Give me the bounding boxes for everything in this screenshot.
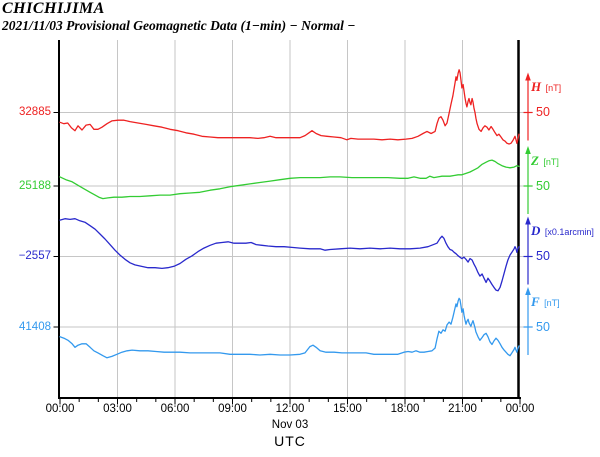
h-channel-unit: [nT] bbox=[545, 83, 562, 93]
h-channel-letter: H bbox=[531, 79, 542, 94]
h-scale-value: 50 bbox=[536, 105, 550, 119]
trace-D bbox=[59, 218, 520, 292]
f-channel-label: F [nT] bbox=[531, 294, 560, 310]
trace-Z bbox=[59, 159, 520, 200]
d-scale-value: 50 bbox=[536, 249, 550, 263]
station-name: CHICHIJIMA bbox=[2, 0, 105, 17]
z-baseline-value: 25188 bbox=[19, 180, 51, 192]
scale-arrowhead-D bbox=[525, 216, 531, 225]
z-channel-label: Z [nT] bbox=[531, 153, 559, 169]
f-channel-unit: [nT] bbox=[544, 298, 560, 308]
z-scale-value: 50 bbox=[536, 179, 550, 193]
scale-arrowhead-F bbox=[525, 287, 531, 295]
x-tick-label-2100: 21:00 bbox=[448, 403, 477, 415]
x-axis-date-label: Nov 03 bbox=[271, 419, 309, 431]
h-baseline-value: 32885 bbox=[19, 106, 51, 118]
plot-subtitle: 2021/11/03 Provisional Geomagnetic Data … bbox=[2, 18, 356, 33]
x-tick-label-1800: 18:00 bbox=[390, 403, 420, 415]
x-tick-label-0900: 09:00 bbox=[218, 403, 247, 415]
d-channel-letter: D bbox=[531, 223, 541, 238]
f-baseline-value: 41408 bbox=[19, 321, 51, 333]
x-tick-label-0600: 06:00 bbox=[160, 403, 190, 415]
x-tick-label-0300: 03:00 bbox=[103, 403, 132, 415]
x-tick-label-1200: 12:00 bbox=[275, 403, 305, 415]
z-channel-letter: Z bbox=[531, 153, 539, 168]
x-tick-label-1500: 15:00 bbox=[333, 403, 362, 415]
trace-F bbox=[59, 297, 520, 359]
scale-arrowhead-Z bbox=[525, 146, 531, 154]
x-tick-label-0000b: 00:00 bbox=[505, 403, 535, 415]
x-tick-label-0000a: 00:00 bbox=[45, 403, 75, 415]
f-scale-value: 50 bbox=[536, 320, 550, 334]
trace-H bbox=[59, 69, 520, 145]
d-baseline-value: −2557 bbox=[18, 250, 51, 262]
h-channel-label: H [nT] bbox=[531, 79, 561, 95]
d-channel-unit: [x0.1arcmin] bbox=[544, 227, 594, 237]
x-axis-title: UTC bbox=[274, 433, 306, 449]
scale-arrowhead-H bbox=[525, 72, 531, 81]
d-channel-label: D [x0.1arcmin] bbox=[531, 223, 594, 239]
f-channel-letter: F bbox=[531, 294, 540, 309]
z-channel-unit: [nT] bbox=[543, 157, 559, 167]
